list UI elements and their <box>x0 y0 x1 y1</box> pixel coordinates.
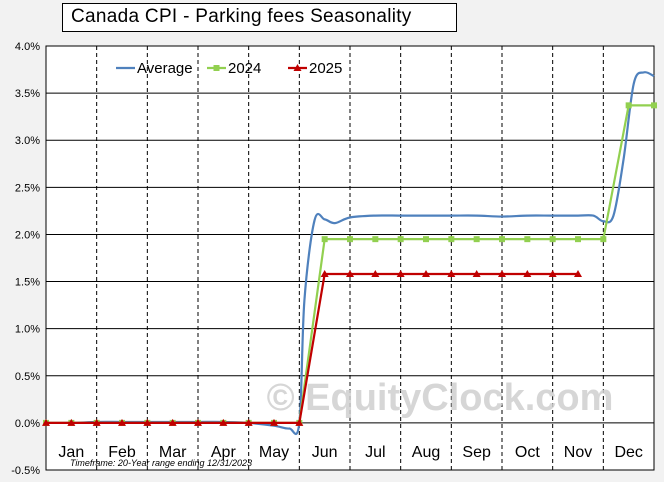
x-tick-label: Jul <box>365 444 385 461</box>
y-tick-label: 3.0% <box>15 135 40 147</box>
y-tick-label: 0.0% <box>15 418 40 430</box>
series-point-2025 <box>67 418 76 426</box>
series-point-2025 <box>42 418 50 426</box>
series-point-2025 <box>498 270 506 278</box>
series-point-2024 <box>600 236 607 243</box>
series-point-2025 <box>447 270 456 278</box>
series-point-2024 <box>549 236 556 243</box>
y-tick-label: 1.0% <box>15 324 40 336</box>
series-point-2024 <box>372 236 379 243</box>
series-point-2025 <box>346 270 354 278</box>
x-tick-label: Oct <box>515 444 540 461</box>
x-tick-label: Nov <box>564 444 592 461</box>
x-tick-label: Aug <box>412 444 440 461</box>
series-point-2025 <box>143 418 152 426</box>
x-tick-label: Apr <box>211 444 237 461</box>
series-point-2025 <box>574 270 582 278</box>
legend-label-2025: 2025 <box>309 60 342 77</box>
series-point-2025 <box>118 418 126 426</box>
series-point-2025 <box>548 270 557 278</box>
legend-marker-2025 <box>293 64 302 71</box>
chart-title: Canada CPI - Parking fees Seasonality <box>71 6 412 27</box>
y-tick-label: 0.5% <box>15 371 40 383</box>
series-point-2025 <box>194 418 202 426</box>
series-point-2025 <box>219 418 228 426</box>
legend-marker-2024 <box>213 65 220 71</box>
x-tick-label: Mar <box>159 444 187 461</box>
series-point-2024 <box>321 236 328 243</box>
x-tick-label: Jan <box>58 444 84 461</box>
series-point-2025 <box>472 270 481 278</box>
series-point-2025 <box>396 270 405 278</box>
chart-title-box: Canada CPI - Parking fees Seasonality <box>62 3 457 32</box>
x-tick-label: Feb <box>108 444 136 461</box>
series-point-2025 <box>371 270 380 278</box>
series-point-2024 <box>524 236 531 243</box>
series-point-2025 <box>92 418 101 426</box>
series-point-2025 <box>295 418 304 426</box>
y-tick-label: 2.0% <box>15 229 40 241</box>
y-tick-label: 3.5% <box>15 88 40 100</box>
series-point-2024 <box>651 102 657 109</box>
series-point-2024 <box>448 236 455 243</box>
watermark: © EquityClock.com <box>267 377 614 419</box>
series-point-2025 <box>168 418 177 426</box>
series-point-2024 <box>625 102 632 109</box>
series-point-2025 <box>422 270 430 278</box>
x-tick-label: Dec <box>614 444 642 461</box>
series-point-2024 <box>423 236 429 243</box>
y-tick-label: -0.5% <box>11 465 40 477</box>
series-point-2025 <box>270 418 278 426</box>
series-point-2025 <box>320 270 329 278</box>
series-point-2025 <box>244 418 253 426</box>
legend-label-average: Average <box>137 60 193 77</box>
y-tick-label: 1.5% <box>15 277 40 289</box>
legend-label-2024: 2024 <box>228 60 261 77</box>
series-point-2024 <box>473 236 480 243</box>
series-point-2024 <box>575 236 581 243</box>
series-point-2024 <box>347 236 353 243</box>
series-point-2025 <box>523 270 532 278</box>
x-tick-label: Jun <box>312 444 338 461</box>
x-tick-label: Sep <box>462 444 491 461</box>
y-tick-label: 4.0% <box>15 41 40 53</box>
x-tick-label: May <box>259 444 289 461</box>
y-tick-label: 2.5% <box>15 182 40 194</box>
footnote: Timeframe: 20-Year range ending 12/31/20… <box>70 458 252 468</box>
series-point-2024 <box>397 236 404 243</box>
plot-border <box>45 45 655 471</box>
series-point-2024 <box>499 236 505 243</box>
series-line-2025 <box>46 272 578 424</box>
